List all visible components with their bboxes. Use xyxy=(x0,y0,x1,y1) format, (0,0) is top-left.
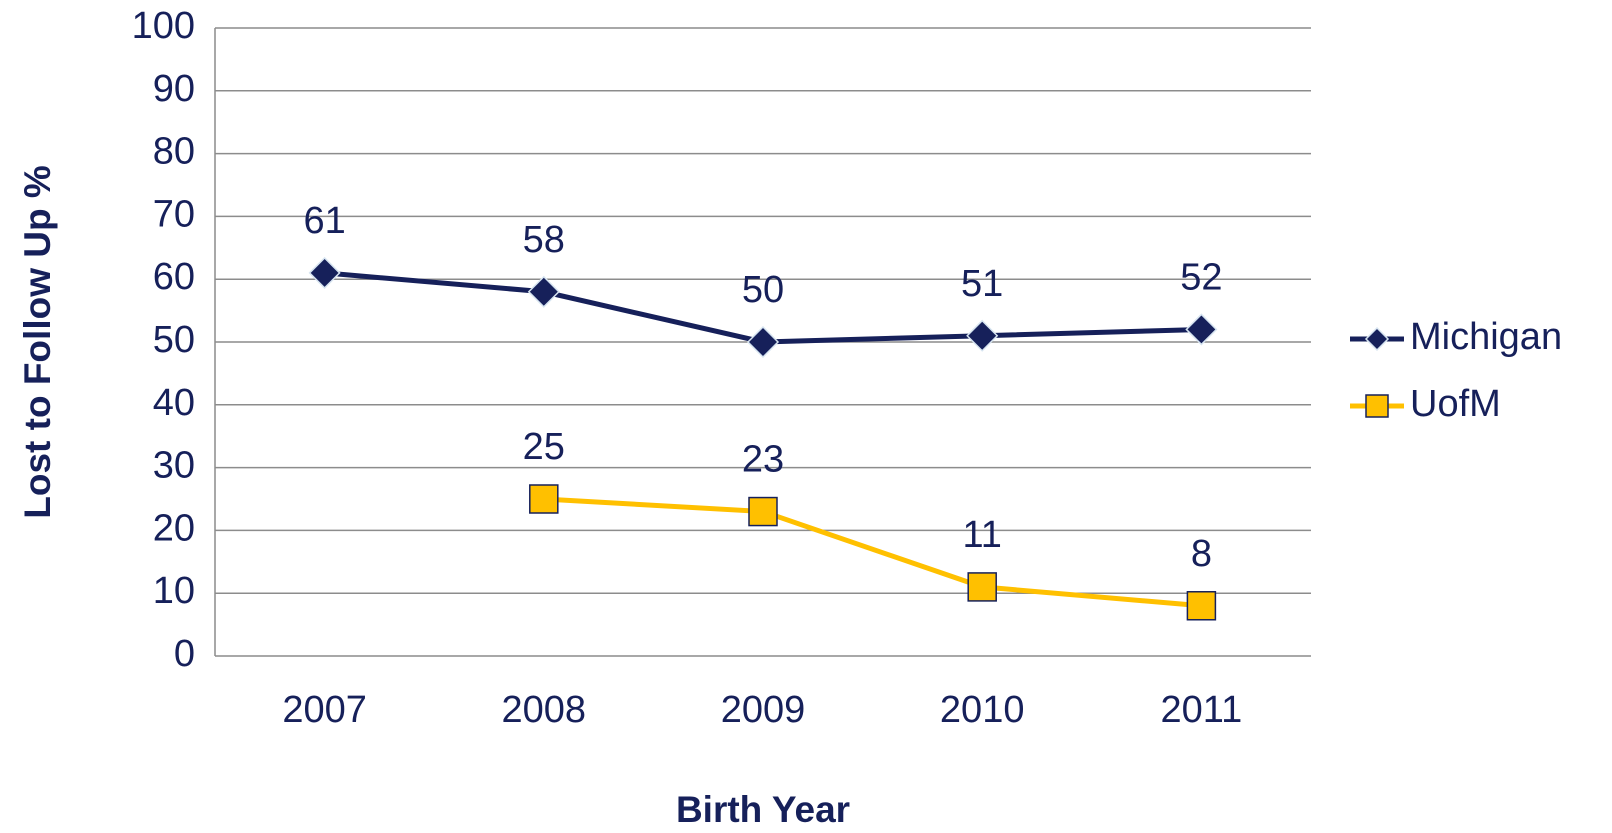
data-label: 23 xyxy=(742,439,784,481)
x-tick-label: 2010 xyxy=(940,689,1025,731)
data-label: 58 xyxy=(523,219,565,261)
marker xyxy=(527,275,560,308)
marker xyxy=(746,325,780,359)
data-label: 52 xyxy=(1180,256,1222,298)
y-tick-label: 10 xyxy=(153,570,195,612)
x-tick-label: 2011 xyxy=(1161,689,1243,731)
x-tick-label: 2008 xyxy=(502,689,587,731)
y-tick-label: 80 xyxy=(153,131,195,173)
data-label: 11 xyxy=(962,514,1001,556)
y-tick-label: 50 xyxy=(153,319,195,361)
y-tick-label: 60 xyxy=(153,256,195,298)
marker xyxy=(529,484,559,514)
y-axis-title: Lost to Follow Up % xyxy=(17,165,58,519)
legend-label: Michigan xyxy=(1410,316,1562,358)
series-line xyxy=(543,496,1202,609)
data-label: 51 xyxy=(961,263,1003,305)
marker xyxy=(967,572,997,602)
marker xyxy=(966,319,999,352)
marker xyxy=(1185,313,1218,346)
y-tick-label: 70 xyxy=(153,193,195,235)
marker xyxy=(748,496,778,527)
data-label: 50 xyxy=(742,269,784,311)
y-tick-label: 0 xyxy=(174,633,195,675)
marker xyxy=(1186,591,1217,621)
x-tick-label: 2009 xyxy=(721,689,806,731)
marker xyxy=(308,256,341,289)
y-tick-label: 30 xyxy=(153,445,195,487)
y-tick-label: 20 xyxy=(153,507,195,549)
marker xyxy=(1365,394,1389,418)
data-label: 8 xyxy=(1191,533,1212,575)
data-label: 25 xyxy=(523,426,565,468)
legend-label: UofM xyxy=(1410,383,1501,425)
x-tick-label: 2007 xyxy=(282,689,367,731)
marker xyxy=(1364,326,1390,352)
x-axis-title: Birth Year xyxy=(676,789,850,830)
y-tick-label: 90 xyxy=(153,68,195,110)
y-tick-label: 100 xyxy=(132,5,195,47)
data-label: 61 xyxy=(303,200,345,242)
y-tick-label: 40 xyxy=(153,382,195,424)
